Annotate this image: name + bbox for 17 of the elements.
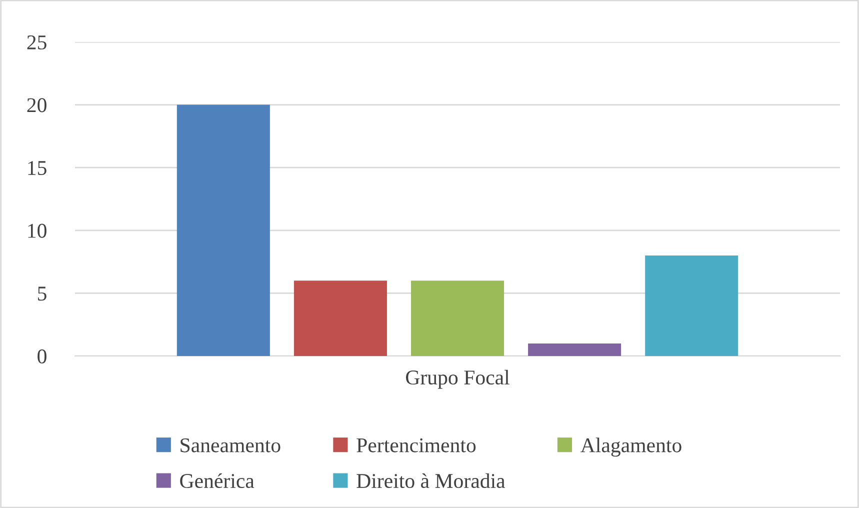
bar — [645, 256, 738, 356]
legend-label: Saneamento — [180, 438, 280, 452]
legend-label: Alagamento — [580, 438, 682, 457]
y-tick-label: 0 — [38, 349, 46, 364]
y-tick-label: 5 — [38, 286, 46, 301]
y-tick-label: 25 — [27, 35, 46, 50]
bar — [410, 280, 504, 356]
legend-label: Direito à Moradia — [356, 473, 506, 488]
y-tick-label: 10 — [28, 224, 46, 238]
legend-label: Pertencimento — [356, 438, 476, 452]
y-tick-label: 15 — [28, 161, 46, 176]
y-tick-label: 20 — [27, 98, 46, 112]
legend-label: Genérica — [180, 473, 254, 488]
bar — [528, 343, 622, 356]
bar — [294, 280, 387, 356]
bar — [176, 104, 270, 356]
x-tick-label: Grupo Focal — [406, 370, 510, 389]
